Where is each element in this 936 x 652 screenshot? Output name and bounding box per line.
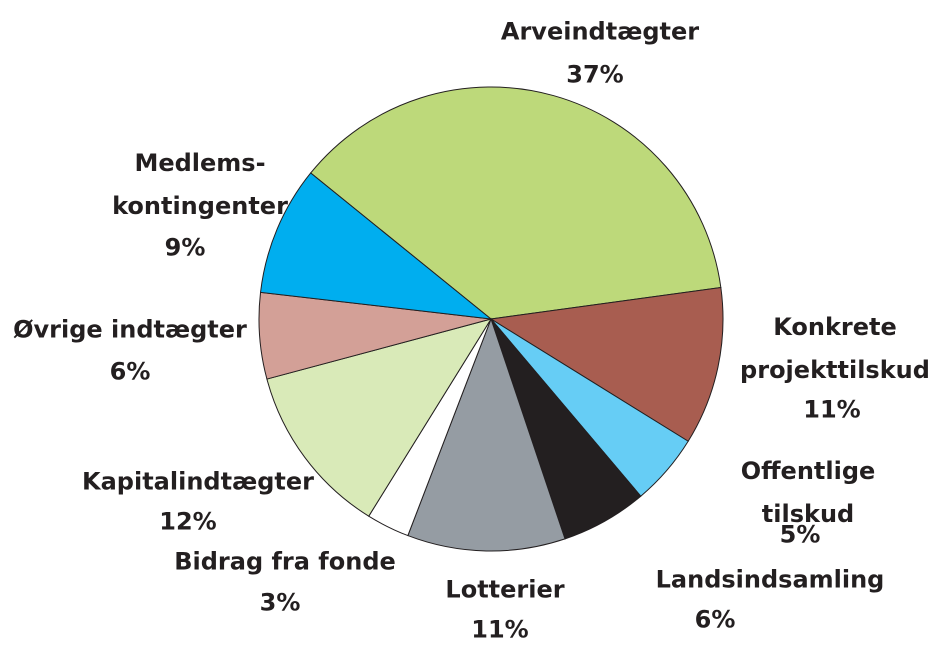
slice-label: Øvrige indtægter: [13, 315, 247, 344]
slice-label: Konkrete projekttilskud: [740, 313, 930, 384]
pie-slice: [489, 286, 724, 442]
slice-percent: 37%: [566, 60, 624, 89]
slice-label: Medlems- kontingenter: [112, 149, 288, 220]
pie-slice: [259, 172, 493, 320]
slice-percent: 9%: [164, 233, 206, 262]
slice-label: Landsindsamling: [655, 565, 885, 594]
slice-percent: 6%: [109, 357, 151, 386]
slice-percent: 3%: [259, 588, 301, 617]
slice-label: Offentlige tilskud: [740, 457, 876, 528]
slice-percent: 11%: [471, 615, 529, 644]
slice-percent: 5%: [779, 520, 821, 549]
pie-slice: [309, 86, 722, 320]
slice-label: Lotterier: [445, 575, 565, 604]
slice-percent: 6%: [694, 605, 736, 634]
slice-label: Bidrag fra fonde: [174, 547, 396, 576]
slice-percent: 12%: [159, 507, 217, 536]
slice-label: Arveindtægter: [500, 17, 700, 46]
slice-percent: 11%: [803, 395, 861, 424]
pie-slice: [266, 318, 493, 517]
slice-label: Kapitalindtægter: [82, 467, 314, 496]
pie-slice: [407, 317, 566, 552]
